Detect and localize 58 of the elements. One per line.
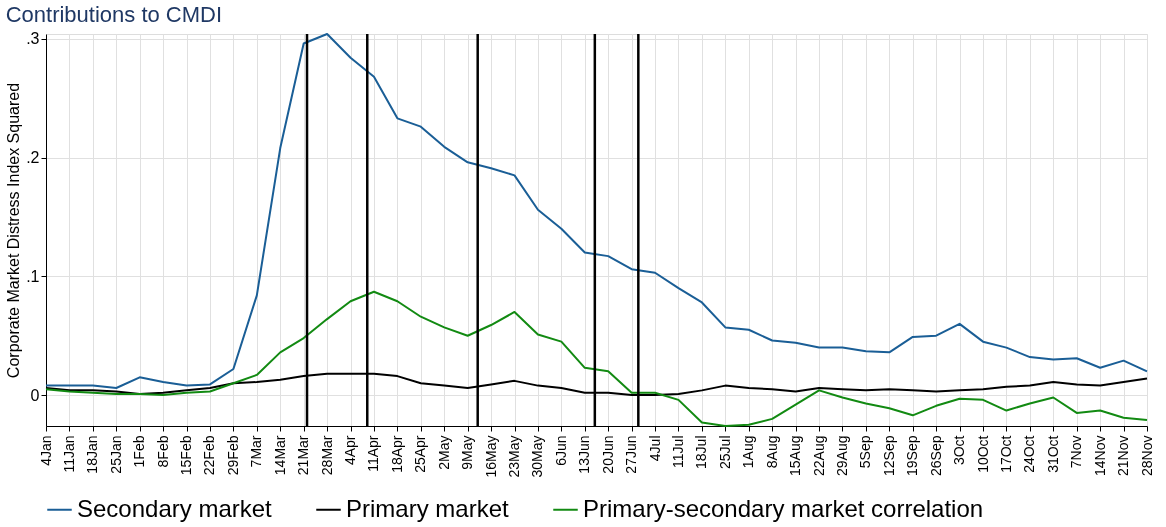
x-tick-label: 14Nov <box>1091 435 1108 476</box>
x-tick-label: 24Oct <box>1021 435 1038 473</box>
x-tick-label: 8Feb <box>154 435 171 468</box>
x-tick-label: 10Oct <box>974 435 991 473</box>
x-tick-label: 25Apr <box>412 435 429 473</box>
y-tick-label: .1 <box>26 267 40 285</box>
x-tick-label: 20Jun <box>599 435 616 474</box>
x-tick-label: 6Jun <box>552 435 569 466</box>
x-tick-label: 14Mar <box>271 435 288 476</box>
x-tick-label: 18Apr <box>388 435 405 473</box>
x-tick-label: 13Jun <box>576 435 593 474</box>
x-tick-label: 17Oct <box>997 435 1014 473</box>
x-tick-label: 21Nov <box>1115 435 1132 476</box>
x-tick-label: 31Oct <box>1044 435 1061 473</box>
legend-label: Primary market <box>346 494 510 522</box>
x-tick-label: 15Aug <box>787 435 804 476</box>
x-tick-label: 30May <box>529 435 546 478</box>
x-tick-label: 25Jan <box>107 435 124 474</box>
x-tick-label: 11Apr <box>365 435 382 472</box>
x-tick-label: 26Sep <box>927 435 944 476</box>
x-tick-label: 7Mar <box>248 435 265 468</box>
x-tick-label: 29Feb <box>224 435 241 476</box>
x-tick-label: 2May <box>435 435 452 470</box>
x-tick-label: 5Sep <box>857 435 874 469</box>
x-tick-label: 1Aug <box>740 435 757 469</box>
x-tick-label: 8Aug <box>763 435 780 469</box>
y-tick-label: .3 <box>26 30 40 48</box>
x-tick-label: 28Nov <box>1138 435 1155 476</box>
x-tick-label: 4Jan <box>37 435 54 466</box>
x-tick-label: 11Jul <box>669 435 686 468</box>
x-tick-label: 1Feb <box>131 435 148 468</box>
x-tick-label: 15Feb <box>178 435 195 476</box>
x-tick-label: 9May <box>459 435 476 470</box>
y-axis-title: Corporate Market Distress Index Squared <box>5 82 23 379</box>
x-tick-label: 21Mar <box>295 435 312 476</box>
x-tick-label: 22Aug <box>810 435 827 476</box>
x-tick-label: 3Oct <box>951 435 968 466</box>
x-tick-label: 29Aug <box>833 435 850 476</box>
x-tick-label: 4Jul <box>646 435 663 462</box>
x-tick-label: 4Apr <box>342 435 359 466</box>
legend-label: Secondary market <box>77 494 273 522</box>
x-tick-label: 19Sep <box>904 435 921 476</box>
x-tick-label: 25Jul <box>716 435 733 469</box>
line-series <box>45 33 1148 389</box>
x-tick-label: 16May <box>482 435 499 478</box>
x-tick-label: 7Nov <box>1068 435 1085 469</box>
chart-title: Contributions to CMDI <box>5 1 223 27</box>
x-tick-label: 27Jun <box>623 435 640 474</box>
x-tick-label: 18Jan <box>84 435 101 474</box>
y-tick-label: 0 <box>30 386 40 404</box>
x-tick-label: 28Mar <box>318 435 335 476</box>
x-tick-label: 18Jul <box>693 435 710 469</box>
y-tick-label: .2 <box>26 149 40 167</box>
x-tick-label: 12Sep <box>880 435 897 476</box>
x-tick-label: 23May <box>506 435 523 478</box>
x-tick-label: 22Feb <box>201 435 218 476</box>
x-tick-label: 11Jan <box>60 435 77 473</box>
legend-label: Primary-secondary market correlation <box>583 494 984 522</box>
